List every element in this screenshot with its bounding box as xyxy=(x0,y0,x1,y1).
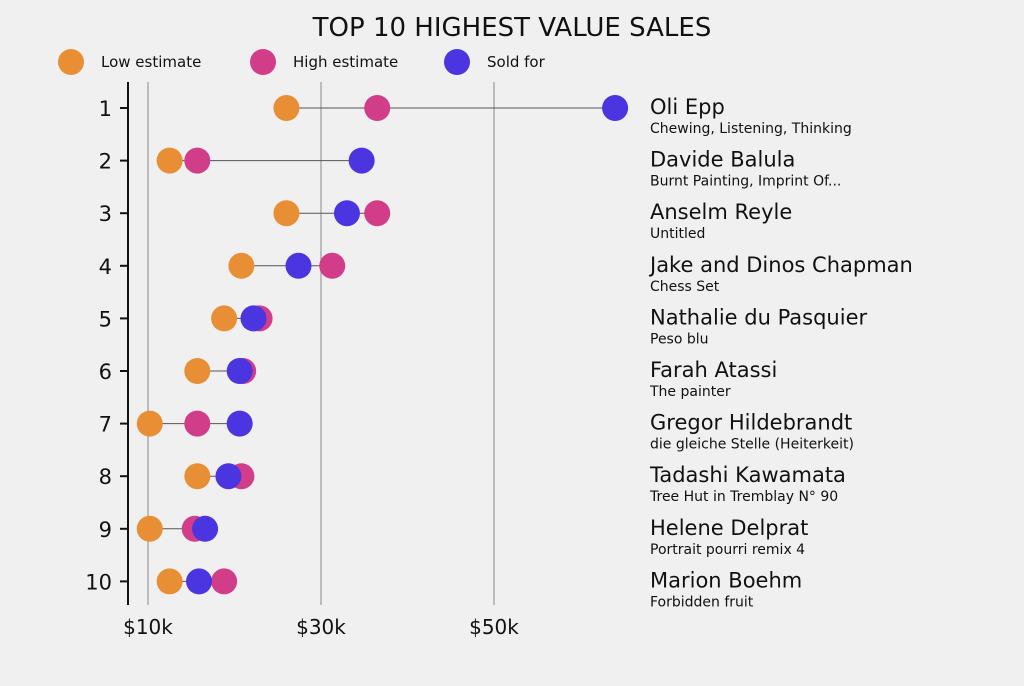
row-6: 6 Farah Atassi The painter xyxy=(99,358,777,400)
artist-name: Gregor Hildebrandt xyxy=(650,411,852,435)
x-axis-ticks: $10k $30k $50k xyxy=(123,615,519,639)
row-5: 5 Nathalie du Pasquier Peso blu xyxy=(99,305,867,347)
low-dot xyxy=(136,515,163,542)
artist-name: Marion Boehm xyxy=(650,568,802,592)
low-dot xyxy=(156,568,183,595)
rank-label: 2 xyxy=(99,150,112,174)
row-4: 4 Jake and Dinos Chapman Chess Set xyxy=(99,252,913,295)
row-7: 7 Gregor Hildebrandt die gleiche Stelle (H… xyxy=(99,410,854,453)
row-3: 3 Anselm Reyle Untitled xyxy=(99,200,792,242)
artwork-title: Chess Set xyxy=(650,279,720,295)
high-dot xyxy=(184,410,211,437)
row-2: 2 Davide Balula Burnt Painting, Imprint Of… xyxy=(99,147,841,190)
row-8: 8 Tadashi Kawamata Tree Hut in Tremblay N°… xyxy=(99,463,846,505)
sold-dot xyxy=(333,200,360,227)
low-dot xyxy=(228,252,255,279)
legend-marker-sold xyxy=(444,49,470,75)
sold-dot xyxy=(226,358,253,384)
legend-label-low: Low estimate xyxy=(101,53,201,71)
high-dot xyxy=(211,568,238,595)
artwork-title: Tree Hut in Tremblay N° 90 xyxy=(649,489,838,505)
artwork-title: Forbidden fruit xyxy=(650,594,754,610)
row-1: 1 Oli Epp Chewing, Listening, Thinking xyxy=(99,95,852,137)
low-dot xyxy=(156,147,183,174)
sold-dot xyxy=(192,515,219,542)
low-dot xyxy=(211,305,238,332)
artist-name: Oli Epp xyxy=(650,95,725,119)
high-dot xyxy=(364,95,391,121)
x-tick-label: $30k xyxy=(296,615,346,639)
low-dot xyxy=(273,95,300,121)
artwork-title: Burnt Painting, Imprint Of... xyxy=(650,174,841,190)
low-dot xyxy=(184,358,211,384)
low-dot xyxy=(184,463,211,490)
artist-name: Farah Atassi xyxy=(650,358,777,382)
legend-marker-high xyxy=(250,49,276,75)
sold-dot xyxy=(240,305,267,332)
rows: 1 Oli Epp Chewing, Listening, Thinking 2 Dav… xyxy=(85,95,913,610)
rank-label: 10 xyxy=(85,570,112,594)
high-dot xyxy=(319,252,346,279)
chart-title: TOP 10 HIGHEST VALUE SALES xyxy=(312,13,712,43)
sold-dot xyxy=(285,252,312,279)
rank-label: 1 xyxy=(99,97,112,121)
artwork-title: Portrait pourri remix 4 xyxy=(650,542,805,558)
sold-dot xyxy=(348,147,375,174)
rank-label: 8 xyxy=(99,465,112,489)
rank-label: 6 xyxy=(99,360,112,384)
artist-name: Davide Balula xyxy=(650,148,795,172)
low-dot xyxy=(273,200,300,227)
artwork-title: Chewing, Listening, Thinking xyxy=(650,121,852,137)
high-dot xyxy=(184,147,211,174)
row-10: 10 Marion Boehm Forbidden fruit xyxy=(85,568,802,610)
rank-label: 5 xyxy=(99,307,112,331)
artist-name: Tadashi Kawamata xyxy=(649,463,846,487)
sold-dot xyxy=(215,463,242,490)
high-dot xyxy=(364,200,391,227)
rank-label: 7 xyxy=(99,413,112,437)
artist-name: Anselm Reyle xyxy=(650,200,792,224)
artist-name: Jake and Dinos Chapman xyxy=(648,253,913,277)
sold-dot xyxy=(602,95,629,121)
legend-marker-low xyxy=(58,49,84,75)
artwork-title: The painter xyxy=(649,384,731,400)
x-tick-label: $10k xyxy=(123,615,173,639)
x-tick-label: $50k xyxy=(469,615,519,639)
artist-name: Helene Delprat xyxy=(650,516,808,540)
low-dot xyxy=(136,410,163,437)
rank-label: 3 xyxy=(99,202,112,226)
legend-label-high: High estimate xyxy=(293,53,398,71)
rank-label: 4 xyxy=(99,255,112,279)
artwork-title: Peso blu xyxy=(650,331,709,347)
rank-label: 9 xyxy=(99,518,112,542)
row-9: 9 Helene Delprat Portrait pourri remix 4 xyxy=(99,515,808,558)
legend-label-sold: Sold for xyxy=(487,53,546,71)
artist-name: Nathalie du Pasquier xyxy=(650,305,867,329)
artwork-title: die gleiche Stelle (Heiterkeit) xyxy=(650,437,854,453)
legend: Low estimate High estimate Sold for xyxy=(58,49,546,75)
artwork-title: Untitled xyxy=(650,226,705,242)
sold-dot xyxy=(186,568,213,595)
sold-dot xyxy=(226,410,253,437)
